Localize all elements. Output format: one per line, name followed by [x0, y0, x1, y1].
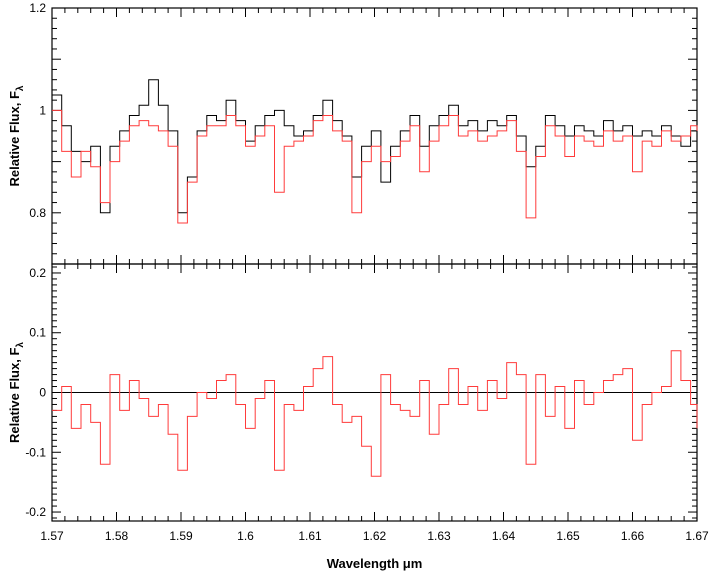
top-y-axis-title-subscript: λ	[15, 85, 26, 91]
bottom-y-tick-label: -0.1	[25, 445, 46, 459]
bottom-x-tick-label: 1.58	[105, 529, 129, 543]
bottom-y-tick-label: -0.2	[25, 505, 46, 519]
top-panel: 0.8 1 1.2 Relative Flux, Fλ	[7, 1, 698, 265]
top-y-tick-label: 1	[39, 103, 46, 117]
bottom-x-tick-label: 1.57	[40, 529, 64, 543]
top-y-axis-title-main: Relative Flux, F	[7, 91, 22, 186]
bottom-y-tick-label: 0.2	[29, 266, 46, 280]
bottom-y-axis-title: Relative Flux, Fλ	[7, 342, 26, 443]
bottom-y-tick-label: 0.1	[29, 326, 46, 340]
bottom-x-tick-label: 1.6	[237, 529, 254, 543]
top-y-tick-label: 1.2	[29, 1, 46, 15]
bottom-x-tick-label: 1.66	[621, 529, 645, 543]
bottom-y-tick-label: 0	[39, 386, 46, 400]
bottom-x-tick-label: 1.65	[556, 529, 580, 543]
bottom-x-tick-label: 1.61	[298, 529, 322, 543]
top-y-tick-label: 0.8	[29, 206, 46, 220]
bottom-x-tick-label: 1.59	[169, 529, 193, 543]
bottom-y-axis-title-subscript: λ	[15, 342, 26, 348]
bottom-series-0-line	[52, 350, 698, 477]
bottom-panel: -0.2 -0.1 0 0.1 0.2 1.57 1.58 1.59 1.6 1.61 1.62 1.…	[7, 263, 709, 571]
bottom-y-axis-title-main: Relative Flux, F	[7, 348, 22, 443]
top-series-1-line	[52, 109, 698, 224]
top-y-axis-title: Relative Flux, Fλ	[7, 85, 26, 186]
bottom-x-tick-label: 1.63	[427, 529, 451, 543]
x-axis-title: Wavelength μm	[327, 556, 423, 571]
bottom-x-tick-label: 1.64	[492, 529, 516, 543]
bottom-x-tick-label: 1.67	[685, 529, 709, 543]
bottom-x-tick-label: 1.62	[363, 529, 387, 543]
top-series-0-line	[52, 79, 698, 214]
